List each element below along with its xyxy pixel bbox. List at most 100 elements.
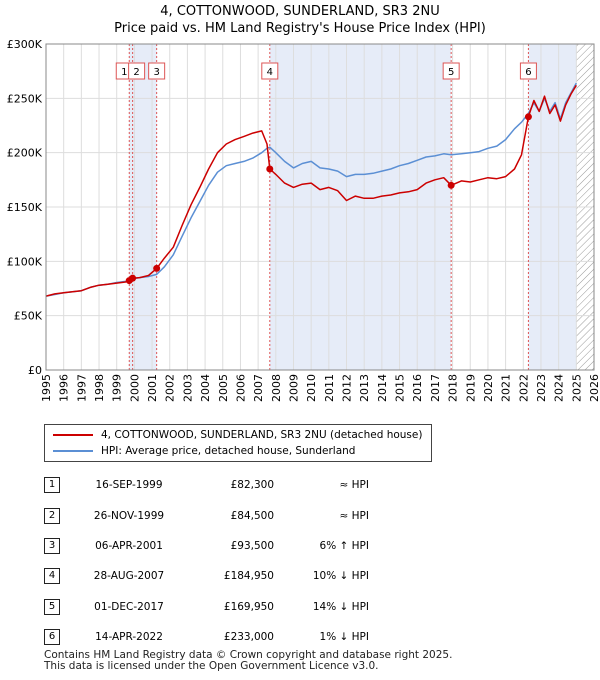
- hpi-line-swatch: [53, 450, 93, 452]
- x-tick-label: 1997: [75, 374, 88, 402]
- x-tick-label: 2011: [323, 374, 336, 402]
- price-line-swatch: [53, 434, 93, 436]
- table-row: 6 14-APR-2022 £233,000 1% ↓ HPI: [44, 622, 369, 652]
- sale-hpi-comparison: 6% ↑ HPI: [319, 539, 369, 552]
- sale-number-label: 2: [133, 67, 139, 78]
- x-tick-label: 2020: [482, 374, 495, 402]
- x-tick-label: 2002: [164, 374, 177, 402]
- sales-table: 1 16-SEP-1999 £82,300 ≈ HPI 2 26-NOV-1999 £84,…: [44, 470, 369, 652]
- sale-hpi-comparison: 10% ↓ HPI: [312, 570, 369, 583]
- sale-price: £93,500: [230, 539, 274, 552]
- sale-point: [447, 181, 455, 189]
- sale-price: £233,000: [223, 631, 274, 644]
- footer: Contains HM Land Registry data © Crown c…: [44, 650, 452, 672]
- sale-date: 16-SEP-1999: [95, 479, 163, 492]
- x-tick-label: 2019: [464, 374, 477, 402]
- sale-price: £169,950: [223, 600, 274, 613]
- table-row: 5 01-DEC-2017 £169,950 14% ↓ HPI: [44, 592, 369, 622]
- y-tick-label: £50K: [14, 310, 43, 323]
- sale-number-box: [128, 62, 146, 80]
- x-tick-label: 2017: [429, 374, 442, 402]
- table-row: 4 28-AUG-2007 £184,950 10% ↓ HPI: [44, 561, 369, 591]
- x-tick-label: 1995: [40, 374, 53, 402]
- sale-number-label: 4: [267, 67, 273, 78]
- y-tick-label: £100K: [7, 255, 43, 268]
- y-tick-label: £300K: [7, 38, 43, 51]
- chart-title: 4, COTTONWOOD, SUNDERLAND, SR3 2NU: [160, 4, 440, 19]
- table-row: 3 06-APR-2001 £93,500 6% ↑ HPI: [44, 531, 369, 561]
- y-tick-label: £0: [28, 364, 42, 377]
- x-tick-label: 2008: [270, 374, 283, 402]
- sale-number-label: 5: [448, 67, 454, 78]
- sale-number-badge: 2: [44, 507, 60, 524]
- x-tick-label: 2010: [305, 374, 318, 402]
- x-tick-label: 2006: [234, 374, 247, 402]
- x-tick-label: 2023: [535, 374, 548, 402]
- sale-number-label: 3: [153, 67, 159, 78]
- x-tick-label: 2021: [500, 374, 513, 402]
- sale-hpi-comparison: ≈ HPI: [339, 509, 369, 522]
- y-tick-label: £200K: [7, 147, 43, 160]
- sale-hpi-comparison: 1% ↓ HPI: [319, 631, 369, 644]
- plot-frame: [45, 43, 595, 371]
- sale-number-cell: 4: [44, 561, 74, 591]
- x-tick-label: 2009: [287, 374, 300, 402]
- footer-copyright: Contains HM Land Registry data © Crown c…: [44, 649, 453, 661]
- x-tick-label: 2003: [181, 374, 194, 402]
- x-tick-label: 1998: [93, 374, 106, 402]
- sale-number-label: 6: [525, 67, 531, 78]
- x-tick-label: 2007: [252, 374, 265, 402]
- sale-point: [266, 165, 274, 173]
- legend-item-price: 4, COTTONWOOD, SUNDERLAND, SR3 2NU (deta…: [53, 428, 422, 442]
- sale-number-box: [519, 62, 537, 80]
- tick-labels: £0 £50K £100K £150K £200K £250K £300K 1995 1996 1…: [7, 38, 600, 402]
- x-tick-label: 2024: [553, 374, 566, 402]
- sale-date: 28-AUG-2007: [93, 570, 165, 583]
- sale-number-cell: 5: [44, 592, 74, 622]
- sale-number-box: [148, 62, 166, 80]
- x-tick-label: 1996: [58, 374, 71, 402]
- sale-number-badge: 1: [44, 477, 60, 494]
- y-tick-label: £250K: [7, 92, 43, 105]
- sale-point: [129, 274, 137, 282]
- legend-item-hpi: HPI: Average price, detached house, Sund…: [53, 444, 355, 458]
- x-tick-label: 2018: [447, 374, 460, 402]
- table-row: 1 16-SEP-1999 £82,300 ≈ HPI: [44, 470, 369, 500]
- sale-number-cell: 6: [44, 622, 74, 652]
- sale-price: £184,950: [223, 570, 274, 583]
- x-tick-label: 2015: [394, 374, 407, 402]
- sale-number-cell: 2: [44, 500, 74, 530]
- chart-subtitle: Price paid vs. HM Land Registry's House …: [114, 21, 486, 36]
- sale-price: £84,500: [230, 509, 274, 522]
- sale-hpi-comparison: ≈ HPI: [339, 479, 369, 492]
- sale-point: [153, 264, 161, 272]
- sale-point: [524, 113, 532, 121]
- x-tick-label: 2022: [517, 374, 530, 402]
- x-tick-label: 2005: [217, 374, 230, 402]
- x-tick-label: 2013: [358, 374, 371, 402]
- footer-licence: This data is licensed under the Open Gov…: [44, 660, 379, 672]
- sale-number-box: [442, 62, 460, 80]
- sale-number-cell: 3: [44, 531, 74, 561]
- sale-price: £82,300: [230, 479, 274, 492]
- sale-hpi-comparison: 14% ↓ HPI: [312, 600, 369, 613]
- x-tick-label: 2001: [146, 374, 159, 402]
- sale-number-badge: 5: [44, 598, 60, 615]
- y-tick-label: £150K: [7, 201, 43, 214]
- sale-number-box: [261, 62, 279, 80]
- x-tick-label: 2016: [411, 374, 424, 402]
- sale-number-label: 1: [121, 67, 127, 78]
- legend-price-label: 4, COTTONWOOD, SUNDERLAND, SR3 2NU (deta…: [101, 429, 423, 441]
- sale-date: 26-NOV-1999: [93, 509, 165, 522]
- sale-date: 14-APR-2022: [95, 631, 163, 644]
- x-tick-label: 2025: [570, 374, 583, 402]
- sale-number-badge: 3: [44, 537, 60, 554]
- legend: 4, COTTONWOOD, SUNDERLAND, SR3 2NU (deta…: [44, 424, 432, 462]
- x-tick-label: 2012: [341, 374, 354, 402]
- x-tick-label: 1999: [111, 374, 124, 402]
- x-tick-label: 2000: [128, 374, 141, 402]
- axes: [45, 43, 595, 371]
- x-tick-label: 2004: [199, 374, 212, 402]
